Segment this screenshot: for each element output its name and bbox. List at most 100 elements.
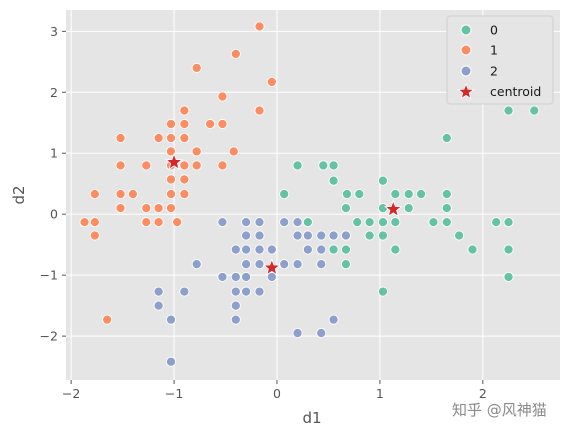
- legend-marker-0: [460, 24, 472, 36]
- point-cluster-1: [205, 118, 216, 130]
- point-cluster-2: [316, 244, 327, 255]
- point-cluster-1: [179, 132, 190, 144]
- point-cluster-1: [165, 189, 177, 200]
- point-cluster-1: [89, 189, 100, 200]
- point-cluster-2: [292, 217, 303, 228]
- point-cluster-0: [340, 203, 351, 214]
- point-cluster-0: [340, 244, 351, 255]
- point-cluster-1: [141, 160, 152, 171]
- point-cluster-1: [179, 118, 190, 130]
- point-cluster-2: [328, 230, 339, 241]
- point-cluster-2: [191, 259, 202, 270]
- point-cluster-2: [279, 217, 290, 228]
- point-cluster-1: [153, 217, 164, 228]
- point-cluster-1: [115, 160, 126, 171]
- legend-label-centroid: centroid: [490, 84, 541, 99]
- centroid-markers: [164, 152, 403, 276]
- point-cluster-1: [179, 189, 190, 200]
- point-cluster-2: [254, 259, 265, 270]
- point-cluster-2: [230, 244, 241, 255]
- point-cluster-2: [316, 230, 327, 241]
- point-cluster-0: [318, 160, 329, 171]
- point-cluster-0: [377, 286, 389, 297]
- point-cluster-1: [230, 48, 241, 59]
- point-cluster-1: [141, 203, 152, 214]
- point-cluster-0: [503, 271, 514, 283]
- legend-marker-centroid: [457, 82, 475, 100]
- point-cluster-0: [441, 132, 452, 144]
- point-cluster-2: [292, 328, 303, 339]
- point-cluster-1: [89, 217, 100, 228]
- point-cluster-1: [153, 132, 164, 144]
- point-cluster-0: [503, 105, 514, 116]
- legend-label-0: 0: [490, 23, 498, 38]
- point-cluster-1: [165, 146, 177, 157]
- point-cluster-2: [230, 314, 241, 325]
- point-cluster-1: [191, 146, 202, 157]
- y-tick-label: 1: [50, 146, 58, 161]
- point-cluster-0: [403, 203, 414, 214]
- point-cluster-2: [153, 300, 164, 311]
- point-cluster-0: [403, 189, 414, 200]
- point-cluster-1: [266, 76, 277, 87]
- legend: 0 1 2 centroid: [446, 15, 554, 105]
- x-tick-label: 1: [376, 386, 384, 401]
- watermark: 知乎 @风神猫: [452, 401, 547, 419]
- x-tick-label: −2: [62, 386, 80, 401]
- point-cluster-1: [254, 21, 265, 32]
- point-cluster-1: [165, 132, 177, 144]
- point-cluster-1: [179, 174, 190, 185]
- point-cluster-2: [266, 244, 277, 255]
- point-cluster-1: [165, 118, 177, 130]
- x-tick-labels: −2 −1 0 1 2: [62, 380, 487, 401]
- x-tick-label: 0: [273, 386, 281, 401]
- point-cluster-0: [390, 217, 401, 228]
- point-cluster-2: [292, 230, 303, 241]
- point-cluster-2: [316, 328, 327, 339]
- point-cluster-0: [467, 244, 478, 255]
- point-cluster-2: [241, 271, 252, 283]
- point-cluster-2: [165, 356, 177, 367]
- point-cluster-0: [390, 244, 401, 255]
- point-cluster-2: [241, 259, 252, 270]
- point-cluster-2: [316, 259, 327, 270]
- point-cluster-1: [165, 203, 177, 214]
- point-cluster-1: [179, 160, 190, 171]
- legend-marker-2: [460, 65, 472, 77]
- point-cluster-0: [390, 189, 401, 200]
- centroid-star: [164, 152, 184, 171]
- point-cluster-0: [441, 203, 452, 214]
- point-cluster-1: [115, 203, 126, 214]
- point-cluster-0: [454, 230, 465, 241]
- point-cluster-2: [254, 286, 265, 297]
- point-cluster-2: [230, 286, 241, 297]
- point-cluster-1: [141, 217, 152, 228]
- point-cluster-2: [230, 300, 241, 311]
- point-cluster-1: [89, 230, 100, 241]
- y-tick-label: 0: [50, 207, 58, 222]
- point-cluster-1: [228, 146, 239, 157]
- point-cluster-2: [179, 286, 190, 297]
- point-cluster-1: [179, 105, 190, 116]
- point-cluster-2: [254, 244, 265, 255]
- point-cluster-1: [153, 203, 164, 214]
- point-cluster-2: [241, 230, 252, 241]
- point-cluster-1: [254, 105, 265, 116]
- x-tick-label: 2: [479, 386, 487, 401]
- y-tick-label: −1: [40, 268, 58, 283]
- point-cluster-0: [441, 217, 452, 228]
- point-cluster-0: [503, 217, 514, 228]
- point-cluster-2: [241, 286, 252, 297]
- point-cluster-2: [340, 230, 351, 241]
- y-tick-labels: −2 −1 0 1 2 3: [40, 24, 66, 344]
- point-cluster-0: [302, 217, 313, 228]
- point-cluster-0: [354, 189, 365, 200]
- point-cluster-2: [153, 286, 164, 297]
- centroid-star: [383, 199, 403, 218]
- point-cluster-1: [191, 62, 202, 73]
- y-tick-label: 3: [50, 24, 58, 39]
- point-cluster-1: [115, 132, 126, 144]
- point-cluster-1: [191, 160, 202, 171]
- point-cluster-0: [328, 244, 339, 255]
- point-cluster-0: [328, 175, 339, 186]
